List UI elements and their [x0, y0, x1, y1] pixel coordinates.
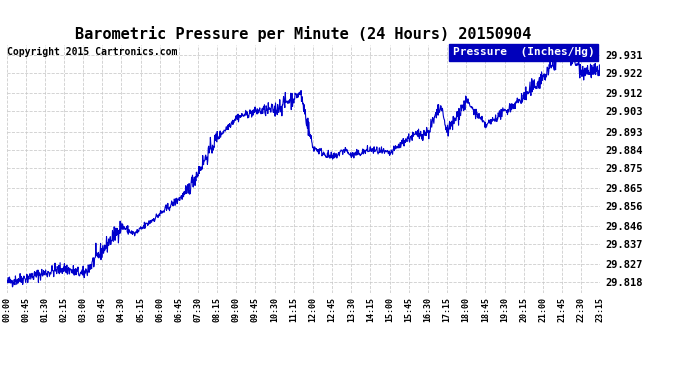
Text: Barometric Pressure per Minute (24 Hours) 20150904: Barometric Pressure per Minute (24 Hours…	[75, 26, 532, 42]
Text: Pressure  (Inches/Hg): Pressure (Inches/Hg)	[453, 48, 594, 57]
Text: Copyright 2015 Cartronics.com: Copyright 2015 Cartronics.com	[7, 47, 177, 57]
